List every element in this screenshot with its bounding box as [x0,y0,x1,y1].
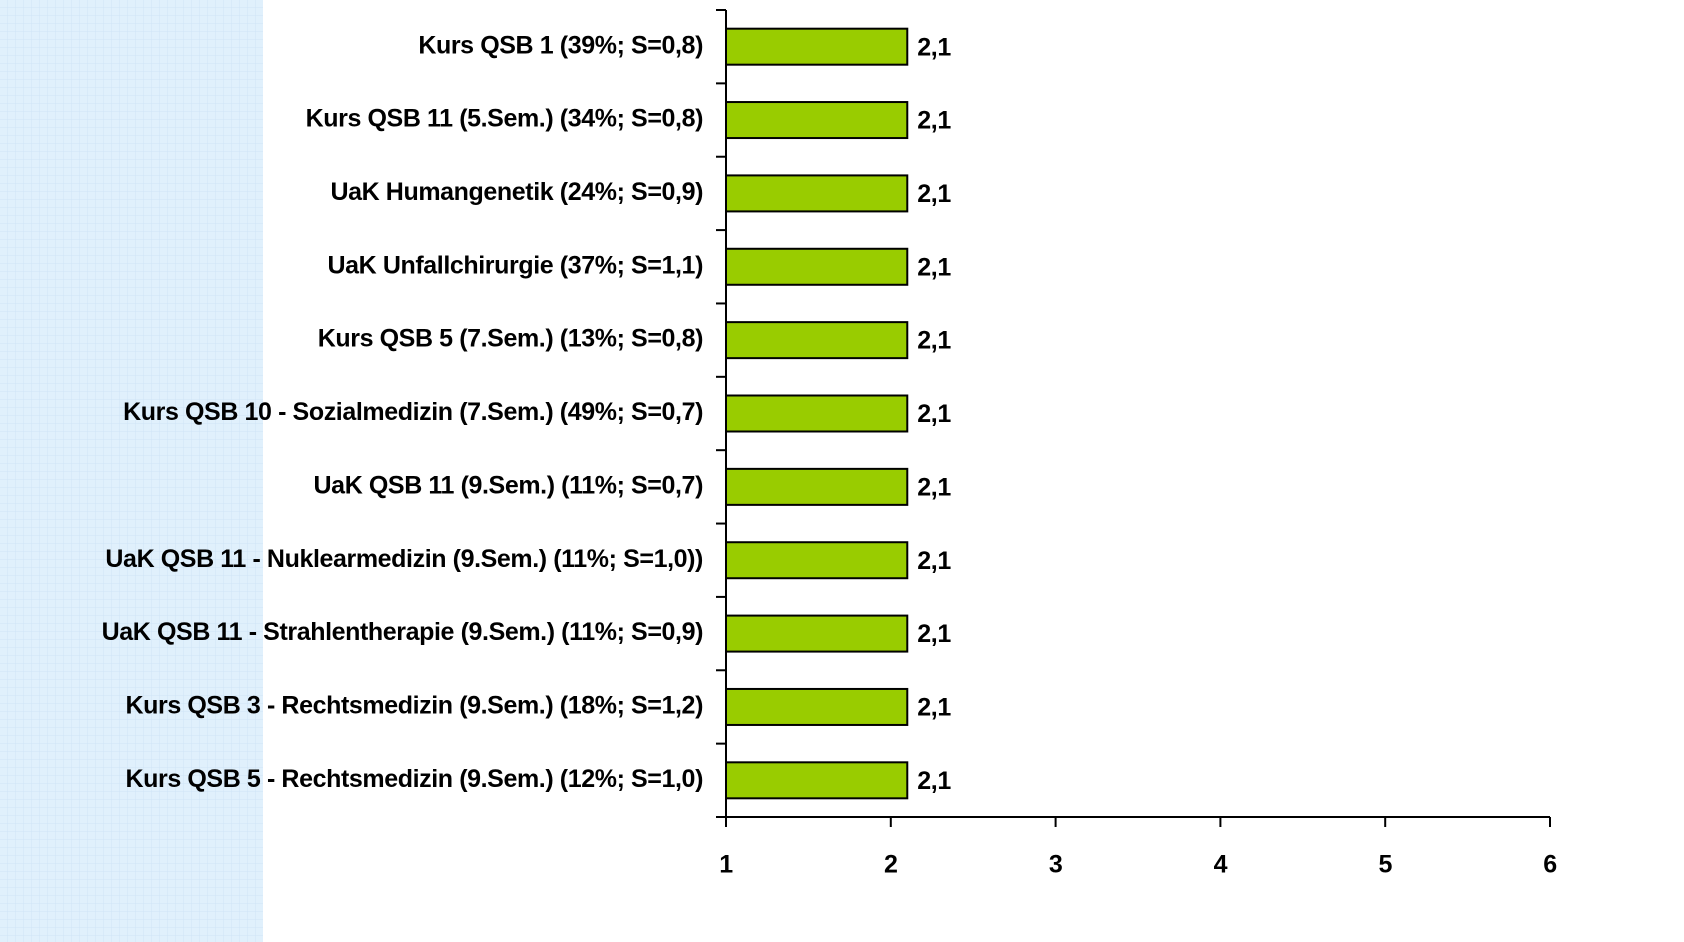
bar [725,541,909,580]
data-label: 2,1 [917,547,951,575]
bar [725,394,909,433]
bar [725,687,909,726]
y-tick-label: Kurs QSB 10 - Sozialmedizin (7.Sem.) (49… [123,398,703,426]
x-tick-label: 3 [1049,851,1063,879]
background-panel [0,0,263,942]
x-tick-label: 5 [1378,851,1392,879]
y-tick-label: Kurs QSB 5 - Rechtsmedizin (9.Sem.) (12%… [125,765,703,793]
y-tick-label: UaK Unfallchirurgie (37%; S=1,1) [327,251,703,279]
bar [725,761,909,800]
data-label: 2,1 [917,253,951,281]
y-tick-label: UaK QSB 11 - Nuklearmedizin (9.Sem.) (11… [105,545,703,573]
bar [725,247,909,286]
data-label: 2,1 [917,400,951,428]
data-label: 2,1 [917,107,951,135]
data-label: 2,1 [917,473,951,501]
y-tick-label: UaK QSB 11 (9.Sem.) (11%; S=0,7) [314,471,704,499]
bar [725,27,909,66]
x-tick-label: 4 [1214,851,1228,879]
x-tick-label: 1 [719,851,733,879]
bar [725,614,909,653]
y-tick-label: Kurs QSB 11 (5.Sem.) (34%; S=0,8) [306,105,703,133]
x-tick-label: 6 [1543,851,1557,879]
bar [725,174,909,213]
x-tick-label: 2 [884,851,898,879]
data-label: 2,1 [917,327,951,355]
y-tick-label: Kurs QSB 3 - Rechtsmedizin (9.Sem.) (18%… [125,692,703,720]
data-label: 2,1 [917,694,951,722]
bar [725,321,909,360]
bar [725,101,909,140]
y-tick-label: UaK QSB 11 - Strahlentherapie (9.Sem.) (… [102,618,703,646]
y-tick-label: Kurs QSB 5 (7.Sem.) (13%; S=0,8) [318,325,703,353]
y-tick-label: Kurs QSB 1 (39%; S=0,8) [418,31,703,59]
data-label: 2,1 [917,620,951,648]
data-label: 2,1 [917,180,951,208]
data-label: 2,1 [917,33,951,61]
data-label: 2,1 [917,767,951,795]
y-tick-label: UaK Humangenetik (24%; S=0,9) [330,178,703,206]
bar [725,467,909,506]
